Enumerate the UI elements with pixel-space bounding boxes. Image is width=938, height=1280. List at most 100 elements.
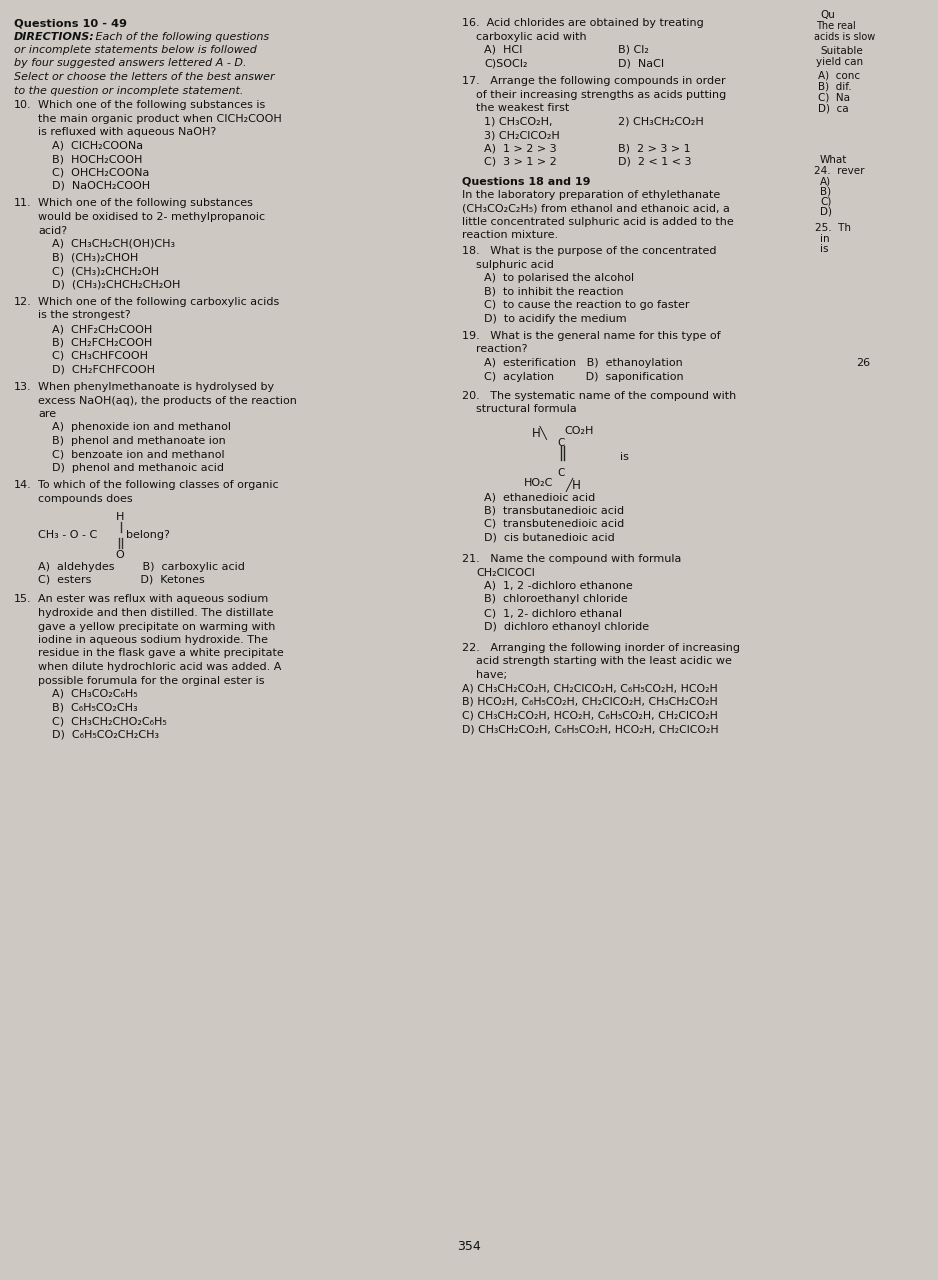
Text: Select or choose the letters of the best answer: Select or choose the letters of the best…: [14, 72, 275, 82]
Text: 19.   What is the general name for this type of: 19. What is the general name for this ty…: [462, 332, 720, 340]
Text: hydroxide and then distilled. The distillate: hydroxide and then distilled. The distil…: [38, 608, 274, 618]
Text: C)  to cause the reaction to go faster: C) to cause the reaction to go faster: [484, 300, 689, 310]
Text: C)  1, 2- dichloro ethanal: C) 1, 2- dichloro ethanal: [484, 608, 622, 618]
Text: D)  (CH₃)₂CHCH₂CH₂OH: D) (CH₃)₂CHCH₂CH₂OH: [52, 279, 180, 289]
Text: D)  NaOCH₂COOH: D) NaOCH₂COOH: [52, 180, 150, 191]
Text: D)  cis butanedioic acid: D) cis butanedioic acid: [484, 532, 614, 543]
Text: carboxylic acid with: carboxylic acid with: [476, 32, 586, 41]
Text: the main organic product when CICH₂COOH: the main organic product when CICH₂COOH: [38, 114, 281, 123]
Text: CH₂ClCOCl: CH₂ClCOCl: [476, 567, 535, 577]
Text: B)  C₆H₅CO₂CH₃: B) C₆H₅CO₂CH₃: [52, 703, 138, 713]
Text: 25.  Th: 25. Th: [815, 223, 851, 233]
Text: CO₂H: CO₂H: [564, 426, 594, 436]
Text: A): A): [820, 177, 831, 187]
Text: D)  2 < 1 < 3: D) 2 < 1 < 3: [618, 157, 691, 166]
Text: B): B): [820, 187, 831, 197]
Text: C)  (CH₃)₂CHCH₂OH: C) (CH₃)₂CHCH₂OH: [52, 266, 159, 276]
Text: A)  conc: A) conc: [818, 70, 860, 81]
Text: To which of the following classes of organic: To which of the following classes of org…: [38, 480, 279, 490]
Text: D)  dichloro ethanoyl chloride: D) dichloro ethanoyl chloride: [484, 622, 649, 631]
Text: would be oxidised to 2- methylpropanoic: would be oxidised to 2- methylpropanoic: [38, 212, 265, 221]
Text: B)  CH₂FCH₂COOH: B) CH₂FCH₂COOH: [52, 338, 152, 347]
Text: possible forumula for the orginal ester is: possible forumula for the orginal ester …: [38, 676, 265, 686]
Text: B)  HOCH₂COOH: B) HOCH₂COOH: [52, 154, 143, 164]
Text: D)  CH₂FCHFCOOH: D) CH₂FCHFCOOH: [52, 365, 155, 375]
Text: 21.   Name the compound with formula: 21. Name the compound with formula: [462, 554, 681, 564]
Text: C)  acylation         D)  saponification: C) acylation D) saponification: [484, 371, 684, 381]
Text: C)  esters              D)  Ketones: C) esters D) Ketones: [38, 575, 204, 585]
Text: 26: 26: [856, 358, 870, 369]
Text: A)  CHF₂CH₂COOH: A) CHF₂CH₂COOH: [52, 324, 152, 334]
Text: C) CH₃CH₂CO₂H, HCO₂H, C₆H₅CO₂H, CH₂ClCO₂H: C) CH₃CH₂CO₂H, HCO₂H, C₆H₅CO₂H, CH₂ClCO₂…: [462, 710, 718, 721]
Text: B) Cl₂: B) Cl₂: [618, 45, 649, 55]
Text: C): C): [820, 197, 831, 207]
Text: C)SOCI₂: C)SOCI₂: [484, 59, 527, 69]
Text: is the strongest?: is the strongest?: [38, 311, 130, 320]
Text: of their increasing strengths as acids putting: of their increasing strengths as acids p…: [476, 90, 726, 100]
Text: Which one of the following carboxylic acids: Which one of the following carboxylic ac…: [38, 297, 280, 307]
Text: Suitable: Suitable: [820, 46, 863, 56]
Text: C)  benzoate ion and methanol: C) benzoate ion and methanol: [52, 449, 224, 460]
Text: is: is: [620, 452, 628, 462]
Text: belong?: belong?: [126, 530, 170, 539]
Text: CH₃ - O - C: CH₃ - O - C: [38, 530, 98, 539]
Text: gave a yellow precipitate on warming with: gave a yellow precipitate on warming wit…: [38, 622, 276, 631]
Text: Questions 18 and 19: Questions 18 and 19: [462, 177, 591, 187]
Text: the weakest first: the weakest first: [476, 102, 569, 113]
Text: B)  phenol and methanoate ion: B) phenol and methanoate ion: [52, 436, 226, 445]
Text: to the question or incomplete statement.: to the question or incomplete statement.: [14, 86, 243, 96]
Text: D) CH₃CH₂CO₂H, C₆H₅CO₂H, HCO₂H, CH₂ClCO₂H: D) CH₃CH₂CO₂H, C₆H₅CO₂H, HCO₂H, CH₂ClCO₂…: [462, 724, 719, 733]
Text: iodine in aqueous sodium hydroxide. The: iodine in aqueous sodium hydroxide. The: [38, 635, 268, 645]
Text: in: in: [820, 234, 829, 244]
Text: are: are: [38, 410, 56, 419]
Text: have;: have;: [476, 669, 507, 680]
Text: D)  to acidify the medium: D) to acidify the medium: [484, 314, 627, 324]
Text: C)  3 > 1 > 2: C) 3 > 1 > 2: [484, 157, 557, 166]
Text: B)  to inhibit the reaction: B) to inhibit the reaction: [484, 287, 624, 297]
Text: D)  C₆H₅CO₂CH₂CH₃: D) C₆H₅CO₂CH₂CH₃: [52, 730, 159, 740]
Text: A)  aldehydes        B)  carboxylic acid: A) aldehydes B) carboxylic acid: [38, 562, 245, 571]
Text: A)  phenoxide ion and methanol: A) phenoxide ion and methanol: [52, 422, 231, 433]
Text: yield can: yield can: [816, 58, 863, 67]
Text: when dilute hydrochloric acid was added. A: when dilute hydrochloric acid was added.…: [38, 662, 281, 672]
Text: by four suggested answers lettered A - D.: by four suggested answers lettered A - D…: [14, 59, 247, 69]
Text: structural formula: structural formula: [476, 404, 577, 415]
Text: C)  CH₃CHFCOOH: C) CH₃CHFCOOH: [52, 351, 148, 361]
Text: 22.   Arranging the following inorder of increasing: 22. Arranging the following inorder of i…: [462, 643, 740, 653]
Text: B)  (CH₃)₂CHOH: B) (CH₃)₂CHOH: [52, 252, 138, 262]
Text: Which one of the following substances: Which one of the following substances: [38, 198, 253, 209]
Text: D)  phenol and methanoic acid: D) phenol and methanoic acid: [52, 463, 224, 474]
Text: 2) CH₃CH₂CO₂H: 2) CH₃CH₂CO₂H: [618, 116, 704, 127]
Text: A)  CH₃CO₂C₆H₅: A) CH₃CO₂C₆H₅: [52, 689, 138, 699]
Text: D)  ca: D) ca: [818, 104, 849, 114]
Text: residue in the flask gave a white precipitate: residue in the flask gave a white precip…: [38, 649, 284, 658]
Text: 15.: 15.: [14, 594, 32, 604]
Text: excess NaOH(aq), the products of the reaction: excess NaOH(aq), the products of the rea…: [38, 396, 296, 406]
Text: 14.: 14.: [14, 480, 32, 490]
Text: little concentrated sulphuric acid is added to the: little concentrated sulphuric acid is ad…: [462, 218, 734, 227]
Text: A) CH₃CH₂CO₂H, CH₂ClCO₂H, C₆H₅CO₂H, HCO₂H: A) CH₃CH₂CO₂H, CH₂ClCO₂H, C₆H₅CO₂H, HCO₂…: [462, 684, 718, 694]
Text: 13.: 13.: [14, 381, 32, 392]
Text: A)  CH₃CH₂CH(OH)CH₃: A) CH₃CH₂CH(OH)CH₃: [52, 239, 175, 250]
Text: B) HCO₂H, C₆H₅CO₂H, CH₂ClCO₂H, CH₃CH₂CO₂H: B) HCO₂H, C₆H₅CO₂H, CH₂ClCO₂H, CH₃CH₂CO₂…: [462, 698, 718, 707]
Text: is: is: [820, 244, 828, 253]
Text: 3) CH₂ClCO₂H: 3) CH₂ClCO₂H: [484, 131, 560, 140]
Text: C: C: [557, 438, 565, 448]
Text: An ester was reflux with aqueous sodium: An ester was reflux with aqueous sodium: [38, 594, 268, 604]
Text: B)  transbutanedioic acid: B) transbutanedioic acid: [484, 506, 624, 516]
Text: C)  Na: C) Na: [818, 92, 850, 102]
Text: 24.  rever: 24. rever: [814, 166, 865, 175]
Text: acids is slow: acids is slow: [814, 32, 875, 42]
Text: sulphuric acid: sulphuric acid: [476, 260, 553, 270]
Text: What: What: [820, 155, 847, 165]
Text: 1) CH₃CO₂H,: 1) CH₃CO₂H,: [484, 116, 552, 127]
Text: H: H: [116, 512, 125, 521]
Text: C)  OHCH₂COONa: C) OHCH₂COONa: [52, 168, 149, 178]
Text: 17.   Arrange the following compounds in order: 17. Arrange the following compounds in o…: [462, 76, 726, 86]
Text: 18.   What is the purpose of the concentrated: 18. What is the purpose of the concentra…: [462, 246, 717, 256]
Text: 10.: 10.: [14, 100, 32, 110]
Text: 11.: 11.: [14, 198, 32, 209]
Text: Qu: Qu: [820, 10, 835, 20]
Text: C)  CH₃CH₂CHO₂C₆H₅: C) CH₃CH₂CHO₂C₆H₅: [52, 716, 167, 726]
Text: C)  transbutenedioic acid: C) transbutenedioic acid: [484, 518, 625, 529]
